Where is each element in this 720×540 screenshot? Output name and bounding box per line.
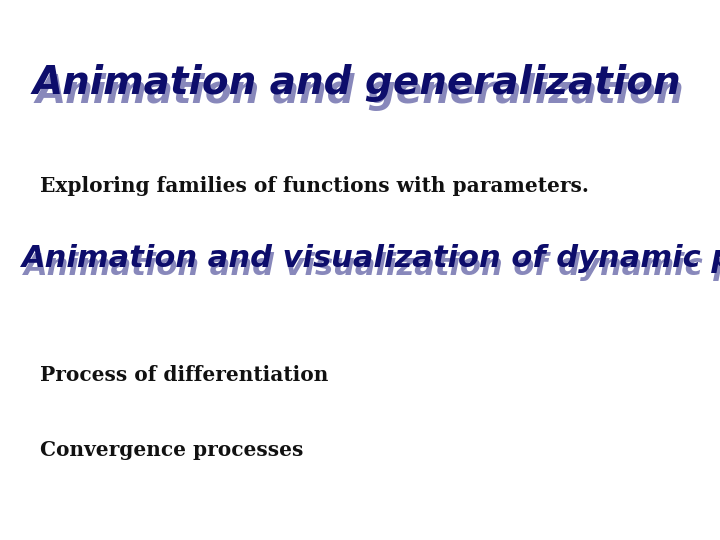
Text: Exploring families of functions with parameters.: Exploring families of functions with par… [40, 176, 588, 195]
Text: Convergence processes: Convergence processes [40, 440, 303, 460]
Text: Animation and visualization of dynamic processes: Animation and visualization of dynamic p… [22, 244, 720, 273]
Text: Animation and generalization: Animation and generalization [32, 64, 681, 103]
Text: Process of differentiation: Process of differentiation [40, 364, 328, 384]
Text: Animation and generalization: Animation and generalization [35, 72, 684, 111]
Text: Animation and visualization of dynamic processes: Animation and visualization of dynamic p… [24, 252, 720, 281]
